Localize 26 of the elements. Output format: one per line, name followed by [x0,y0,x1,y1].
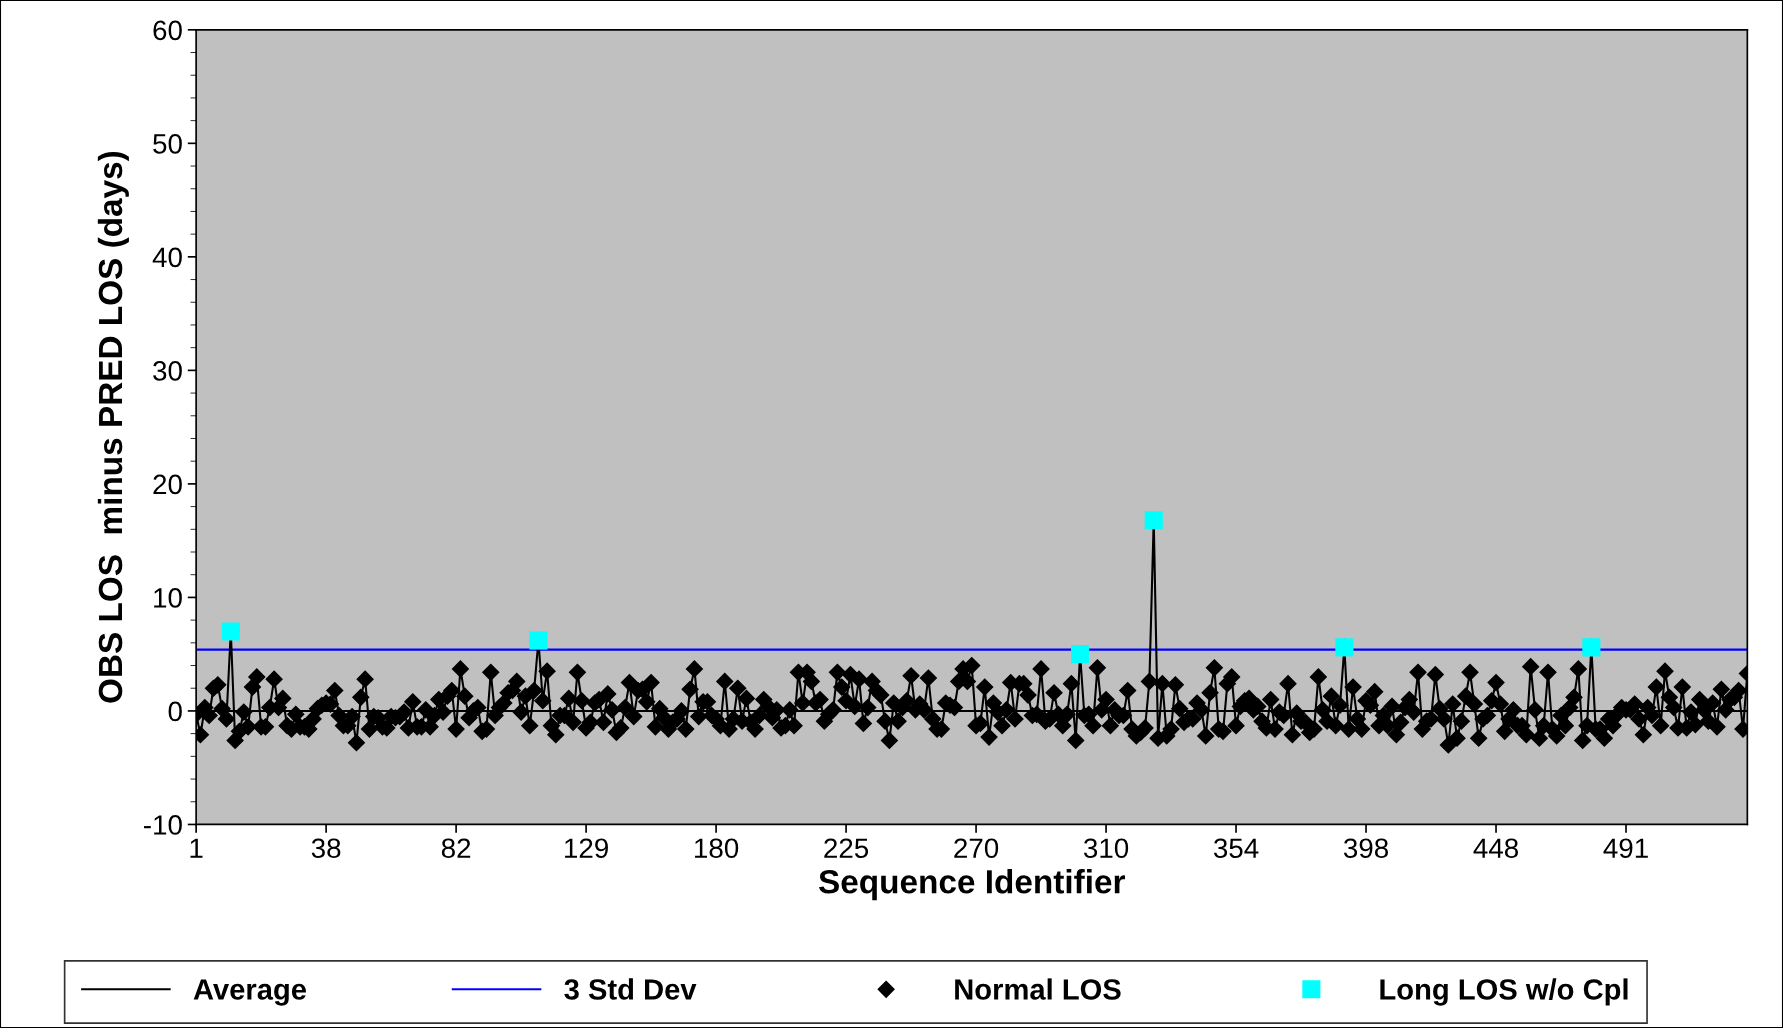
y-tick-label: -10 [144,815,182,835]
x-tick-label: 38 [311,838,341,859]
legend-label: 3 Std Dev [564,978,697,1000]
x-tick-label: 225 [824,838,869,859]
legend-label: Average [193,979,306,1006]
x-tick-label: 354 [1213,838,1259,859]
x-tick-label: 270 [954,838,999,859]
y-tick-label: 20 [153,474,182,495]
y-tick-label: 10 [154,588,182,608]
x-tick-label: 448 [1473,838,1518,859]
y-tick-label: 50 [153,134,182,154]
x-tick-label: 1 [190,838,203,858]
x-tick-label: 491 [1603,838,1648,859]
x-tick-label: 82 [441,838,471,859]
x-tick-label: 310 [1083,838,1129,859]
y-axis-title: OBS LOS minus PRED LOS (days) [97,151,129,703]
legend-label: Normal LOS [955,978,1121,1000]
x-axis-title: Sequence Identifier [818,869,1125,901]
y-tick-label: 30 [153,361,182,381]
x-tick-label: 398 [1343,838,1388,859]
x-tick-label: 180 [695,838,739,859]
x-tick-label: 129 [565,838,608,859]
y-tick-label: 40 [152,247,182,268]
y-tick-label: 0 [168,701,182,722]
y-tick-label: 60 [153,20,182,41]
legend-label: Long LOS w/o Cpl [1380,978,1628,1006]
